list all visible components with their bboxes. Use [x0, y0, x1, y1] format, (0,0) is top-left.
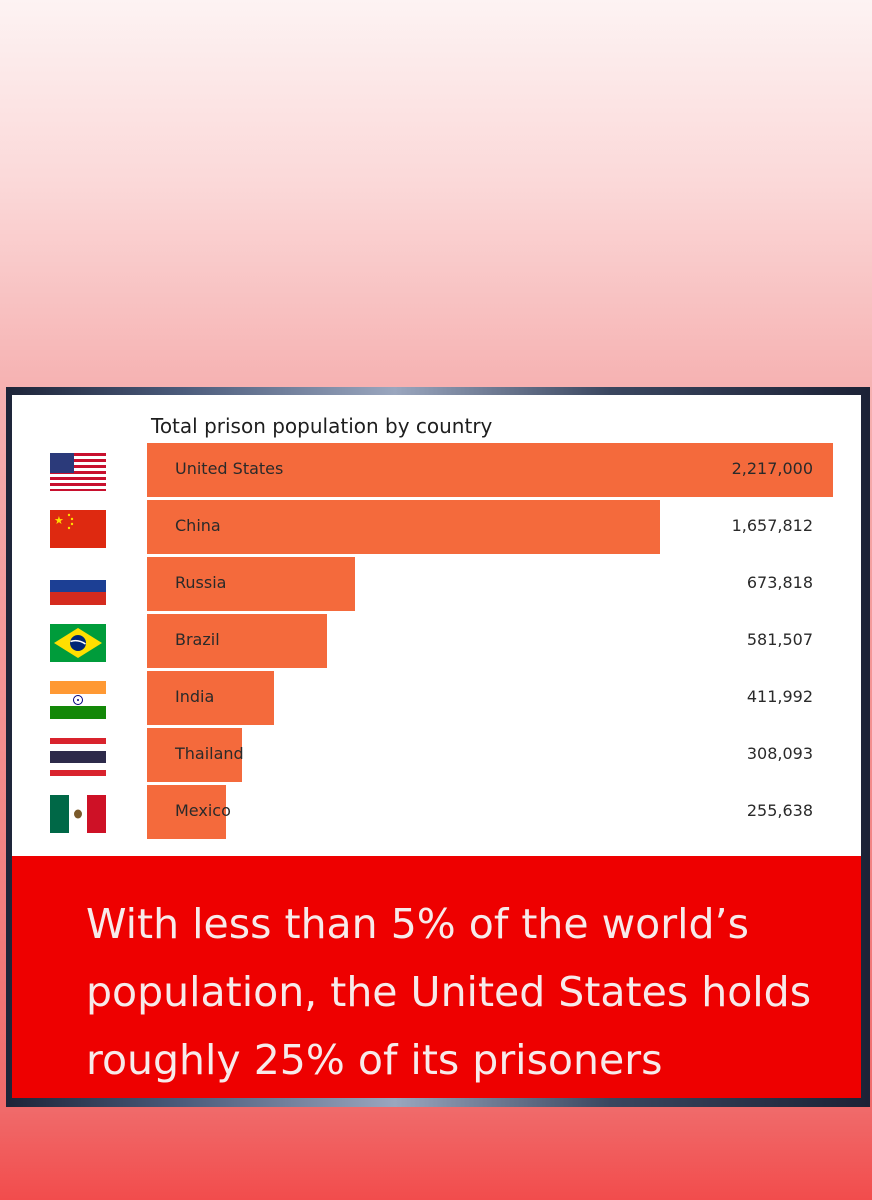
value-label-brazil: 581,507 — [746, 630, 813, 649]
image-frame: Total prison population by country Unite… — [6, 387, 870, 1107]
bar-row-russia: Russia 673,818 — [12, 557, 861, 611]
bar-india — [147, 671, 274, 725]
category-label-mexico: Mexico — [175, 801, 231, 820]
bar-row-brazil: Brazil 581,507 — [12, 614, 861, 668]
india-flag-icon — [50, 681, 106, 719]
bar-thailand — [147, 728, 242, 782]
china-flag-icon: ★ — [50, 510, 106, 548]
chart-title: Total prison population by country — [151, 414, 493, 438]
category-label-united-states: United States — [175, 459, 284, 478]
bar-row-china: ★ China 1,657,812 — [12, 500, 861, 554]
thailand-flag-icon — [50, 738, 106, 776]
value-label-united-states: 2,217,000 — [731, 459, 813, 478]
bar-mexico — [147, 785, 226, 839]
bar-row-india: India 411,992 — [12, 671, 861, 725]
svg-text:★: ★ — [54, 514, 64, 527]
bar-row-mexico: Mexico 255,638 — [12, 785, 861, 839]
chart-panel: Total prison population by country Unite… — [12, 395, 861, 1098]
usa-flag-icon — [50, 453, 106, 491]
category-label-thailand: Thailand — [175, 744, 244, 763]
value-label-india: 411,992 — [746, 687, 813, 706]
category-label-brazil: Brazil — [175, 630, 220, 649]
value-label-mexico: 255,638 — [746, 801, 813, 820]
value-label-china: 1,657,812 — [731, 516, 813, 535]
russia-flag-icon — [50, 567, 106, 605]
value-label-thailand: 308,093 — [746, 744, 813, 763]
caption-banner: With less than 5% of the world’s populat… — [12, 856, 861, 1098]
value-label-russia: 673,818 — [746, 573, 813, 592]
bar-russia — [147, 557, 355, 611]
bar-brazil — [147, 614, 327, 668]
brazil-flag-icon — [50, 624, 106, 662]
bar-row-united-states: United States 2,217,000 — [12, 443, 861, 497]
category-label-russia: Russia — [175, 573, 227, 592]
bar-china — [147, 500, 660, 554]
bar-united-states — [147, 443, 833, 497]
category-label-china: China — [175, 516, 221, 535]
category-label-india: India — [175, 687, 215, 706]
caption-text: With less than 5% of the world’s populat… — [86, 900, 812, 1084]
mexico-flag-icon — [50, 795, 106, 833]
bar-row-thailand: Thailand 308,093 — [12, 728, 861, 782]
